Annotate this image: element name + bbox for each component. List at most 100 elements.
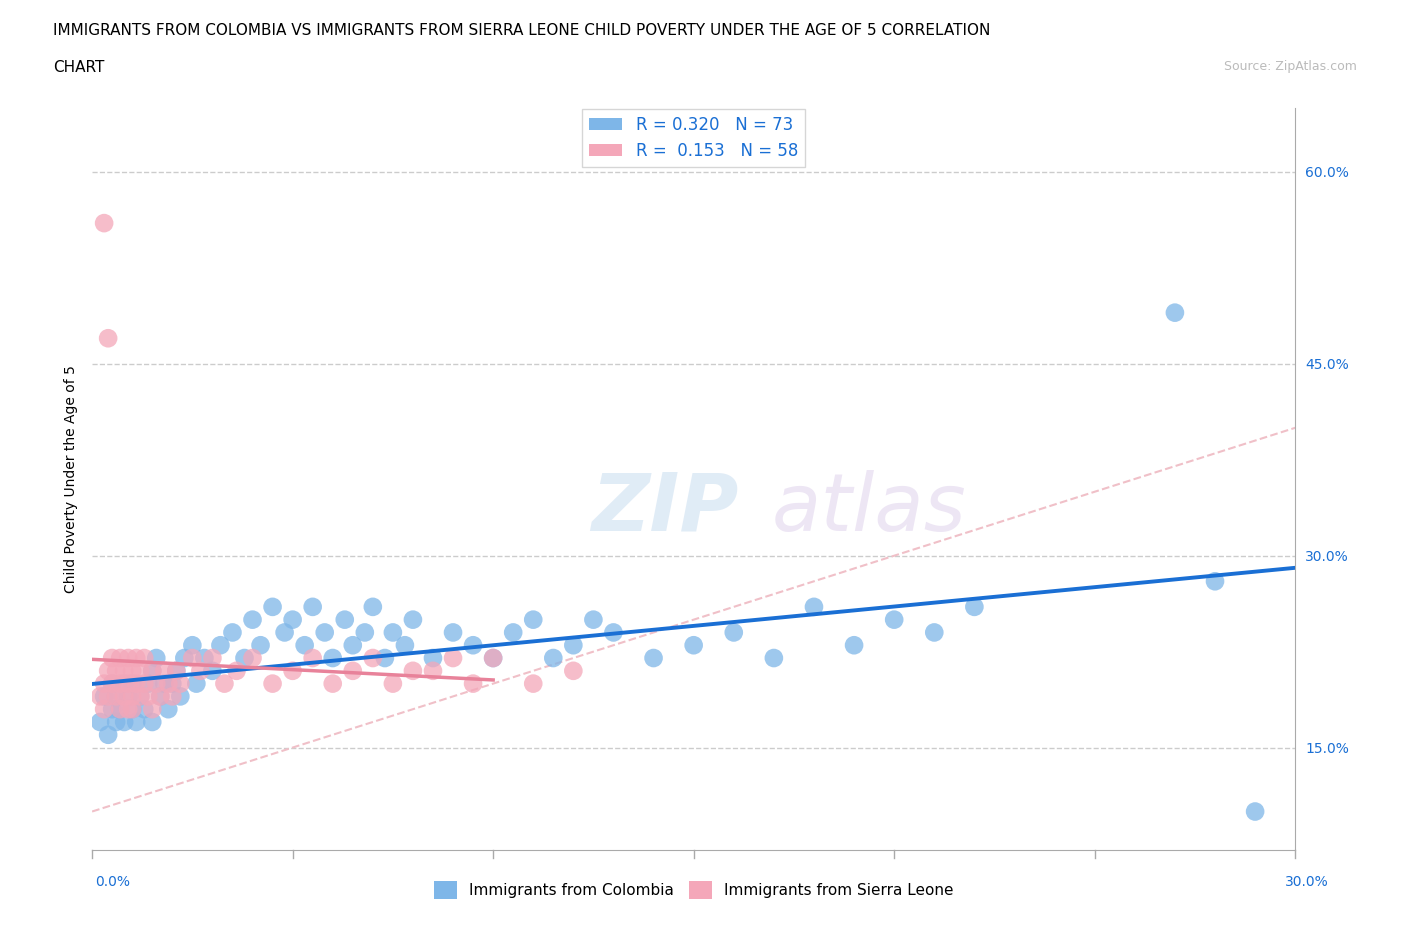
Point [361,651,384,666]
Point [153,663,176,678]
Point [361,600,384,615]
Point [201,663,224,678]
Point [301,600,323,615]
Point [482,651,505,666]
Point [117,651,139,666]
Point [482,651,505,666]
Point [225,663,247,678]
Point [101,702,124,717]
Legend: R = 0.320   N = 73, R =  0.153   N = 58: R = 0.320 N = 73, R = 0.153 N = 58 [582,109,804,166]
Point [141,714,163,729]
Point [136,689,159,704]
Point [301,651,323,666]
Point [381,676,404,691]
Point [543,651,565,666]
Point [762,651,785,666]
Point [193,651,215,666]
Point [522,676,544,691]
Point [121,689,143,704]
Point [502,625,524,640]
Point [97,727,120,742]
Point [209,638,232,653]
Point [157,676,180,691]
Point [169,676,191,691]
Point [89,689,111,704]
Point [125,714,148,729]
Point [105,663,128,678]
Point [281,663,304,678]
Point [108,651,131,666]
Point [97,689,120,704]
Text: CHART: CHART [53,60,105,75]
Point [322,651,344,666]
Point [333,612,356,627]
Point [93,216,115,231]
Point [963,600,986,615]
Point [105,689,128,704]
Point [353,625,375,640]
Point [134,676,156,691]
Point [162,676,184,691]
Point [562,663,585,678]
Point [461,638,484,653]
Point [125,676,148,691]
Point [125,651,148,666]
Point [883,612,905,627]
Point [262,676,284,691]
Point [134,702,156,717]
Point [121,702,143,717]
Point [145,651,167,666]
Point [89,714,111,729]
Point [723,625,745,640]
Point [461,676,484,691]
Point [129,663,152,678]
Point [562,638,585,653]
Point [129,689,152,704]
Point [129,689,152,704]
Point [145,676,167,691]
Point [108,702,131,717]
Point [422,663,444,678]
Point [112,663,135,678]
Point [1244,804,1267,819]
Point [93,702,115,717]
Point [101,651,124,666]
Point [173,651,195,666]
Point [117,702,139,717]
Text: atlas: atlas [772,470,966,548]
Point [803,600,825,615]
Point [136,676,159,691]
Point [582,612,605,627]
Point [402,663,425,678]
Point [842,638,865,653]
Point [682,638,704,653]
Point [342,663,364,678]
Point [149,689,172,704]
Point [108,676,131,691]
Point [214,676,236,691]
Point [221,625,243,640]
Point [121,663,143,678]
Point [105,714,128,729]
Point [242,651,264,666]
Point [242,612,264,627]
Point [121,676,143,691]
Text: 30.0%: 30.0% [1285,874,1329,889]
Point [141,702,163,717]
Text: 0.0%: 0.0% [96,874,131,889]
Point [522,612,544,627]
Point [181,651,204,666]
Point [101,676,124,691]
Text: ZIP: ZIP [592,470,738,548]
Point [105,689,128,704]
Point [1164,305,1187,320]
Point [273,625,295,640]
Point [157,702,180,717]
Point [101,676,124,691]
Point [402,612,425,627]
Point [262,600,284,615]
Point [190,663,212,678]
Point [162,689,184,704]
Point [922,625,945,640]
Point [374,651,396,666]
